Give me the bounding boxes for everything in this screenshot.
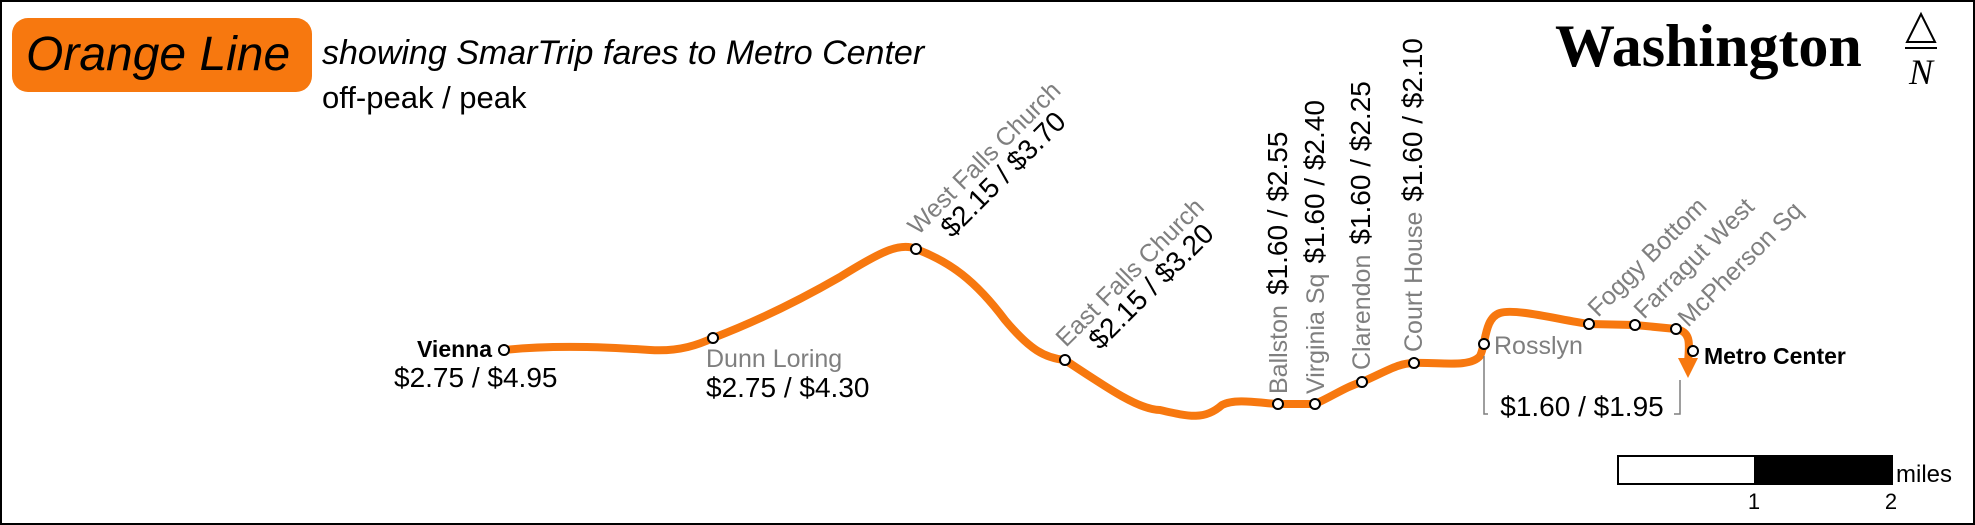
line-arrow [1678,358,1698,378]
station-dot [1272,398,1284,410]
station-dot [1059,354,1071,366]
station-name: Virginia Sq [1302,274,1330,394]
scale-unit: miles [1896,461,1952,488]
station-dots [498,243,1699,410]
north-label: N [1908,52,1935,92]
station-name: Dunn Loring [706,345,842,373]
subtitle: showing SmarTrip fares to Metro Center [322,34,926,72]
station-name: Vienna [417,336,492,362]
station-dot [1629,319,1641,331]
scale-tick-label: 2 [1885,489,1897,514]
title: Orange Line [26,28,290,81]
station-dot [1478,338,1490,350]
station-dot [1583,318,1595,330]
orange-line [500,242,1693,420]
station-name: Metro Center [1704,343,1846,369]
city-name: Washington [1555,13,1862,79]
station-name: Ballston [1265,305,1293,394]
station-label: Clarendon $1.60 / $2.25 [1345,81,1376,370]
station-dot [1670,323,1682,335]
scale-bar-black [1754,455,1893,485]
title-badge [12,18,312,92]
north-arrow [1905,11,1937,43]
station-label: Court House $1.60 / $2.10 [1397,38,1428,352]
station-name: Rosslyn [1494,332,1583,360]
station-fare: $1.60 / $2.25 [1345,81,1376,244]
bracket-fare: $1.60 / $1.95 [1500,391,1663,422]
station-label: Ballston $1.60 / $2.55 [1262,132,1293,394]
station-dot [1408,357,1420,369]
fare-bracket-bg [1488,390,1674,422]
station-dot [1356,376,1368,388]
station-dot [910,243,922,255]
scale-bar-white [1617,455,1756,485]
station-dot [707,332,719,344]
station-dot [1309,398,1321,410]
station-fare: $1.60 / $2.40 [1299,100,1330,263]
station-fare: $1.60 / $2.55 [1262,132,1293,295]
fare-legend: off-peak / peak [322,80,527,115]
station-dot [1687,345,1699,357]
station-name: Clarendon [1348,255,1376,370]
station-fare: $2.75 / $4.30 [706,372,869,403]
scale-tick-label: 1 [1748,489,1760,514]
station-name: Court House [1400,212,1428,352]
station-fare: $2.75 / $4.95 [394,362,557,393]
station-dot [498,344,510,356]
station-fare: $1.60 / $2.10 [1397,38,1428,201]
station-label: Virginia Sq $1.60 / $2.40 [1299,100,1330,394]
